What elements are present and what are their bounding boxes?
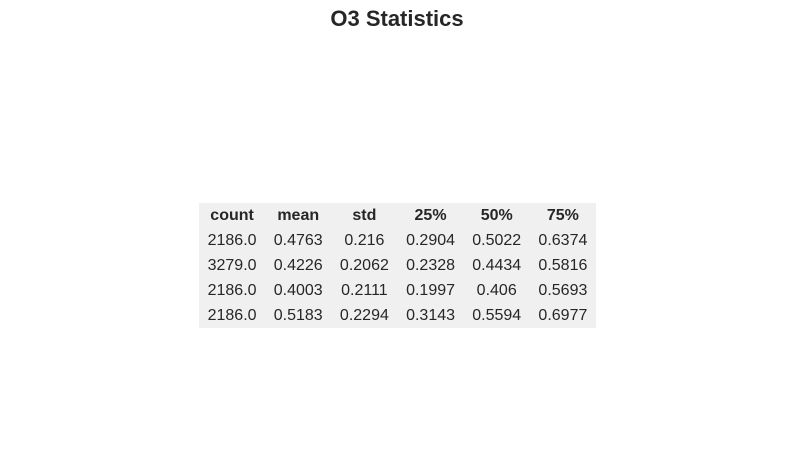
table-row: 3279.0 0.4226 0.2062 0.2328 0.4434 0.581… <box>199 253 596 278</box>
table-cell: 2186.0 <box>207 281 257 299</box>
table-cell: 2186.0 <box>207 231 257 249</box>
statistics-table: count mean std 25% 50% 75% 2186.0 0.4763… <box>199 203 596 328</box>
header-50-percent: 50% <box>480 206 513 224</box>
table-cell: 0.2062 <box>339 256 389 274</box>
header-mean: mean <box>277 206 320 224</box>
table-cell: 0.406 <box>476 281 517 299</box>
table-cell: 0.3143 <box>406 306 456 324</box>
table-cell: 0.2294 <box>339 306 389 324</box>
header-25-percent: 25% <box>414 206 447 224</box>
chart-title: O3 Statistics <box>330 6 464 31</box>
table-row: 2186.0 0.4763 0.216 0.2904 0.5022 0.6374 <box>199 228 596 253</box>
table-cell: 3279.0 <box>207 256 257 274</box>
table-cell: 0.5183 <box>273 306 323 324</box>
table-cell: 0.5816 <box>538 256 588 274</box>
table-cell: 0.2111 <box>341 281 388 299</box>
table-cell: 0.6977 <box>538 306 588 324</box>
header-count: count <box>210 206 254 224</box>
header-75-percent: 75% <box>546 206 579 224</box>
header-std: std <box>352 206 377 224</box>
table-cell: 0.4434 <box>472 256 522 274</box>
table-cell: 0.6374 <box>538 231 588 249</box>
table-cell: 0.5594 <box>472 306 522 324</box>
table-cell: 0.2328 <box>406 256 456 274</box>
table-row: 2186.0 0.4003 0.2111 0.1997 0.406 0.5693 <box>199 278 596 303</box>
table-cell: 0.5022 <box>472 231 522 249</box>
table-cell: 0.4226 <box>273 256 323 274</box>
table-cell: 0.216 <box>344 231 385 249</box>
table-cell: 0.4763 <box>273 231 323 249</box>
table-cell: 2186.0 <box>207 306 257 324</box>
table-cell: 0.1997 <box>406 281 456 299</box>
table-cell: 0.5693 <box>538 281 588 299</box>
table-cell: 0.4003 <box>273 281 323 299</box>
table-cell: 0.2904 <box>406 231 456 249</box>
table-header-row: count mean std 25% 50% 75% <box>199 203 596 228</box>
table-row: 2186.0 0.5183 0.2294 0.3143 0.5594 0.697… <box>199 303 596 328</box>
